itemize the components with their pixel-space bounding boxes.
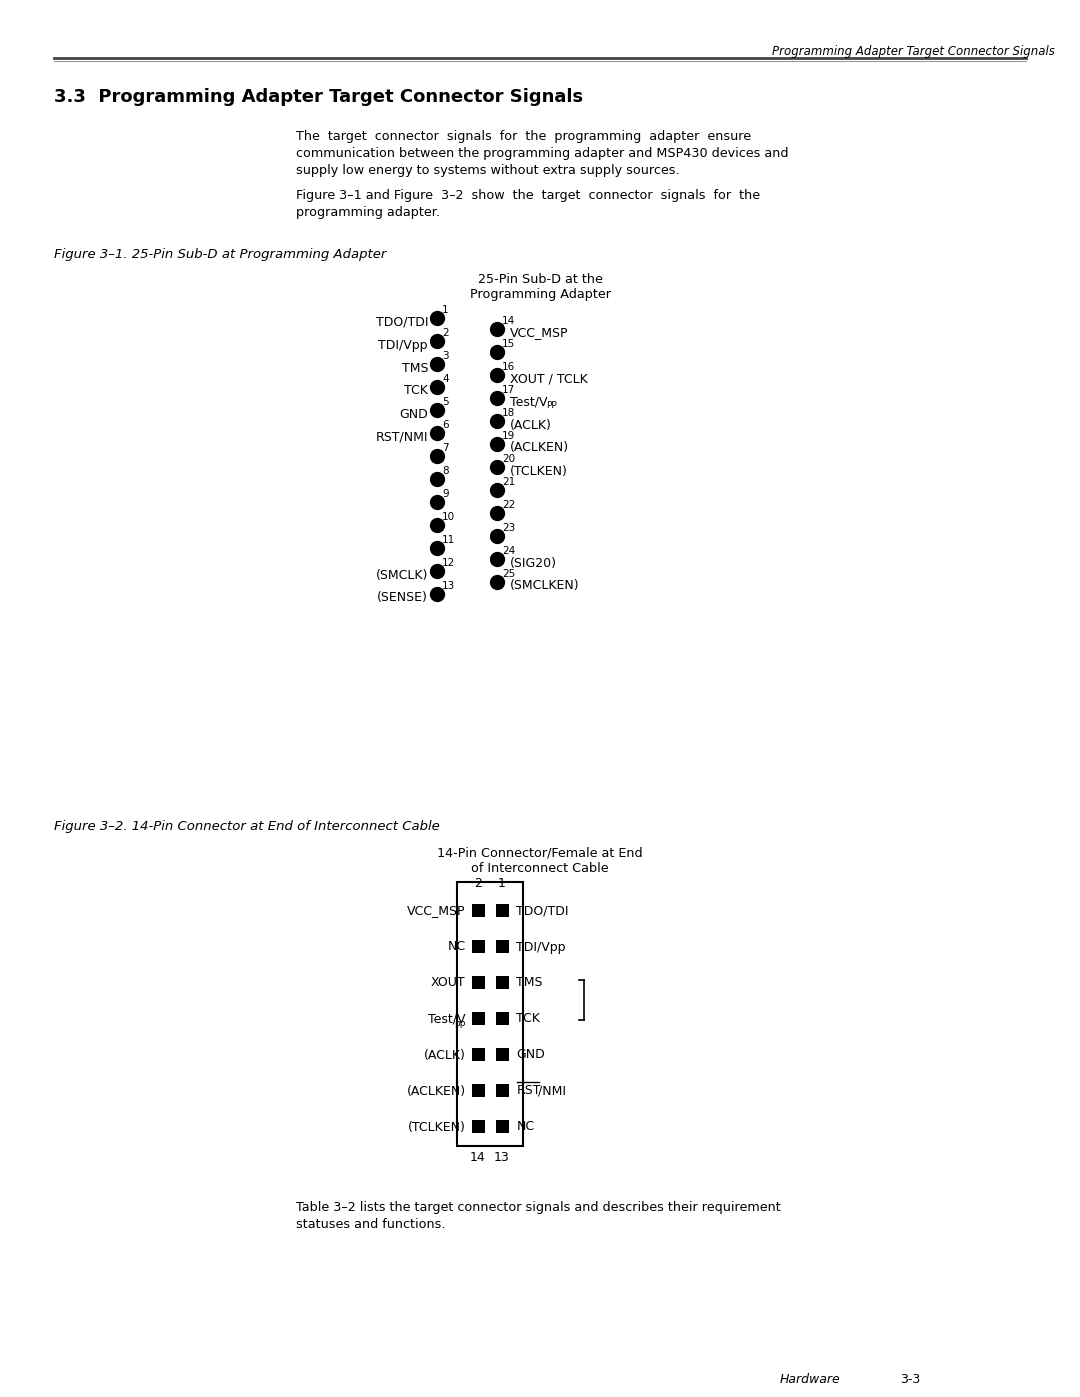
Bar bbox=[472, 1048, 485, 1060]
Bar bbox=[496, 1048, 509, 1060]
Text: (TCLKEN): (TCLKEN) bbox=[407, 1120, 465, 1133]
Text: 1: 1 bbox=[442, 305, 448, 314]
Text: TCK: TCK bbox=[516, 1013, 540, 1025]
Text: 2: 2 bbox=[474, 877, 482, 890]
Text: RST: RST bbox=[516, 1084, 541, 1098]
Bar bbox=[472, 1119, 485, 1133]
Text: TMS: TMS bbox=[402, 362, 428, 374]
Text: 5: 5 bbox=[442, 397, 448, 407]
Text: Test/V: Test/V bbox=[428, 1013, 465, 1025]
Text: 18: 18 bbox=[502, 408, 515, 418]
Text: communication between the programming adapter and MSP430 devices and: communication between the programming ad… bbox=[296, 147, 788, 161]
Text: 10: 10 bbox=[442, 511, 455, 522]
Text: Hardware: Hardware bbox=[780, 1373, 840, 1386]
Text: 3: 3 bbox=[442, 351, 448, 360]
Text: programming adapter.: programming adapter. bbox=[296, 205, 440, 219]
Text: TCK: TCK bbox=[404, 384, 428, 398]
Text: TDI/Vpp: TDI/Vpp bbox=[516, 940, 566, 954]
Text: pp: pp bbox=[454, 1018, 465, 1028]
Bar bbox=[496, 975, 509, 989]
Text: of Interconnect Cable: of Interconnect Cable bbox=[471, 862, 609, 875]
Text: 16: 16 bbox=[502, 362, 515, 372]
Bar bbox=[472, 940, 485, 953]
Text: 19: 19 bbox=[502, 432, 515, 441]
Text: (SIG20): (SIG20) bbox=[510, 556, 557, 570]
Text: NC: NC bbox=[516, 1120, 535, 1133]
Bar bbox=[457, 882, 523, 1146]
Text: PP: PP bbox=[546, 401, 557, 411]
Text: 25-Pin Sub-D at the: 25-Pin Sub-D at the bbox=[477, 272, 603, 286]
Text: 15: 15 bbox=[502, 339, 515, 349]
Bar bbox=[472, 1011, 485, 1024]
Text: (ACLK): (ACLK) bbox=[510, 419, 552, 432]
Text: (ACLK): (ACLK) bbox=[423, 1049, 465, 1062]
Text: 17: 17 bbox=[502, 386, 515, 395]
Text: 20: 20 bbox=[502, 454, 515, 464]
Text: 3-3: 3-3 bbox=[900, 1373, 920, 1386]
Text: VCC_MSP: VCC_MSP bbox=[510, 327, 568, 339]
Bar bbox=[472, 904, 485, 916]
Text: 6: 6 bbox=[442, 420, 448, 430]
Text: 8: 8 bbox=[442, 467, 448, 476]
Bar bbox=[496, 1084, 509, 1097]
Text: (ACLKEN): (ACLKEN) bbox=[510, 441, 569, 454]
Text: 13: 13 bbox=[495, 1151, 510, 1164]
Text: /NMI: /NMI bbox=[539, 1084, 567, 1098]
Text: Figure 3–2. 14-Pin Connector at End of Interconnect Cable: Figure 3–2. 14-Pin Connector at End of I… bbox=[54, 820, 440, 833]
Text: TDO/TDI: TDO/TDI bbox=[376, 316, 428, 328]
Text: 23: 23 bbox=[502, 522, 515, 534]
Text: RST/NMI: RST/NMI bbox=[376, 430, 428, 443]
Text: 14-Pin Connector/Female at End: 14-Pin Connector/Female at End bbox=[437, 847, 643, 861]
Text: 25: 25 bbox=[502, 569, 515, 578]
Bar bbox=[496, 904, 509, 916]
Text: Test/V: Test/V bbox=[510, 395, 548, 408]
Text: (SMCLK): (SMCLK) bbox=[376, 569, 428, 581]
Text: TDO/TDI: TDO/TDI bbox=[516, 904, 569, 918]
Bar bbox=[496, 1011, 509, 1024]
Text: Table 3–2 lists the target connector signals and describes their requirement: Table 3–2 lists the target connector sig… bbox=[296, 1201, 781, 1214]
Text: (TCLKEN): (TCLKEN) bbox=[510, 464, 568, 478]
Text: 14: 14 bbox=[502, 316, 515, 326]
Text: Programming Adapter Target Connector Signals: Programming Adapter Target Connector Sig… bbox=[772, 45, 1055, 59]
Text: (ACLKEN): (ACLKEN) bbox=[406, 1084, 465, 1098]
Text: 9: 9 bbox=[442, 489, 448, 499]
Text: 12: 12 bbox=[442, 557, 456, 569]
Text: 4: 4 bbox=[442, 374, 448, 384]
Bar bbox=[472, 975, 485, 989]
Text: Programming Adapter: Programming Adapter bbox=[470, 288, 610, 300]
Text: 3.3  Programming Adapter Target Connector Signals: 3.3 Programming Adapter Target Connector… bbox=[54, 88, 583, 106]
Text: (SMCLKEN): (SMCLKEN) bbox=[510, 580, 580, 592]
Text: Figure 3–1 and Figure  3–2  show  the  target  connector  signals  for  the: Figure 3–1 and Figure 3–2 show the targe… bbox=[296, 189, 760, 203]
Text: statuses and functions.: statuses and functions. bbox=[296, 1218, 446, 1231]
Bar bbox=[496, 1119, 509, 1133]
Text: (SENSE): (SENSE) bbox=[377, 591, 428, 605]
Text: Figure 3–1. 25-Pin Sub-D at Programming Adapter: Figure 3–1. 25-Pin Sub-D at Programming … bbox=[54, 249, 387, 261]
Text: 21: 21 bbox=[502, 476, 515, 488]
Text: 24: 24 bbox=[502, 546, 515, 556]
Bar bbox=[472, 1084, 485, 1097]
Text: 14: 14 bbox=[470, 1151, 486, 1164]
Text: VCC_MSP: VCC_MSP bbox=[407, 904, 465, 918]
Text: NC: NC bbox=[447, 940, 465, 954]
Text: XOUT: XOUT bbox=[431, 977, 465, 989]
Text: 7: 7 bbox=[442, 443, 448, 453]
Text: 22: 22 bbox=[502, 500, 515, 510]
Bar bbox=[496, 940, 509, 953]
Text: GND: GND bbox=[400, 408, 428, 420]
Text: TMS: TMS bbox=[516, 977, 543, 989]
Text: 1: 1 bbox=[498, 877, 505, 890]
Text: XOUT / TCLK: XOUT / TCLK bbox=[510, 373, 588, 386]
Text: supply low energy to systems without extra supply sources.: supply low energy to systems without ext… bbox=[296, 163, 679, 177]
Text: 13: 13 bbox=[442, 581, 456, 591]
Text: GND: GND bbox=[516, 1049, 545, 1062]
Text: 2: 2 bbox=[442, 328, 448, 338]
Text: The  target  connector  signals  for  the  programming  adapter  ensure: The target connector signals for the pro… bbox=[296, 130, 751, 142]
Text: TDI/Vpp: TDI/Vpp bbox=[378, 338, 428, 352]
Text: 11: 11 bbox=[442, 535, 456, 545]
